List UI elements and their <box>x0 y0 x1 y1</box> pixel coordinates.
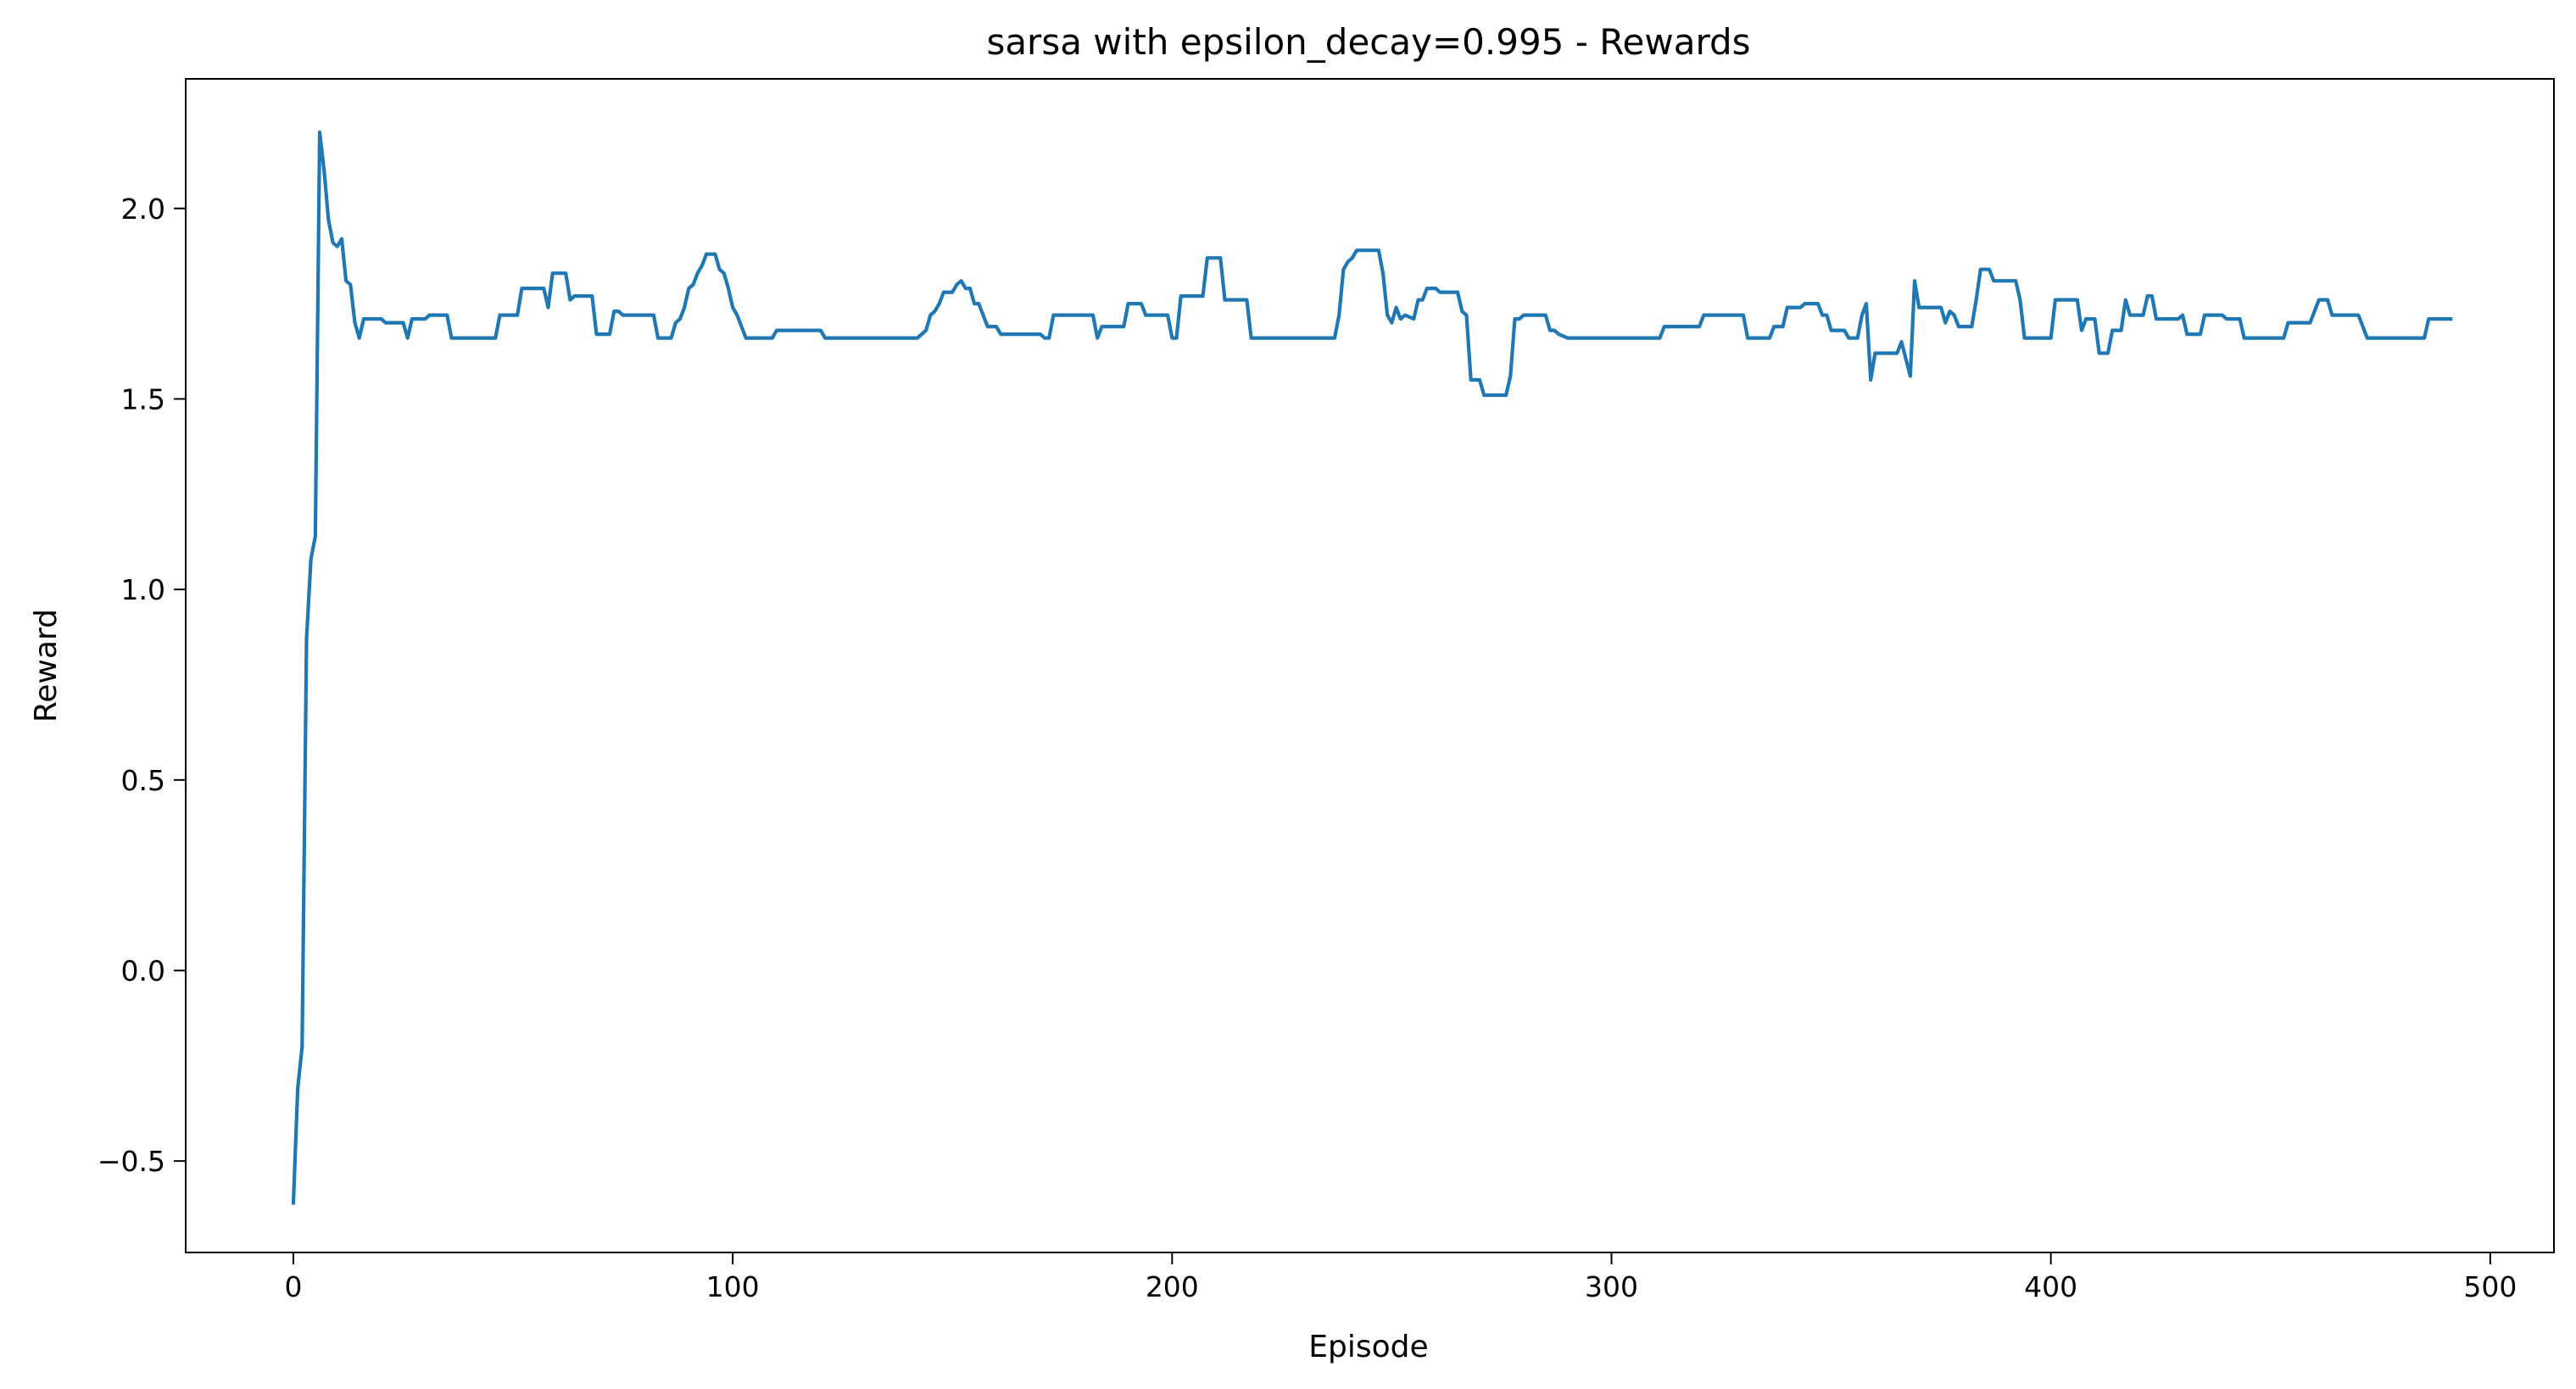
series-line-reward <box>291 130 2453 1205</box>
y-tick-label: −0.5 <box>98 1145 165 1178</box>
x-tick-label: 100 <box>706 1270 760 1303</box>
x-tick-label: 200 <box>1146 1270 1199 1303</box>
series-layer <box>291 130 2453 1205</box>
y-tick-label: 0.0 <box>121 954 165 987</box>
plot-area <box>186 79 2554 1252</box>
plot-frame <box>185 78 2555 1253</box>
x-tick-label: 400 <box>2024 1270 2077 1303</box>
x-tick-label: 0 <box>284 1270 302 1303</box>
y-tick-label: 1.5 <box>121 382 165 416</box>
y-tick-label: 0.5 <box>121 764 165 797</box>
y-axis-title: Reward <box>29 609 64 722</box>
chart-title: sarsa with epsilon_decay=0.995 - Rewards <box>986 21 1750 63</box>
x-axis-title: Episode <box>1308 1330 1428 1364</box>
y-tick-label: 2.0 <box>121 192 165 226</box>
x-tick-label: 300 <box>1585 1270 1638 1303</box>
x-tick-label: 500 <box>2463 1270 2517 1303</box>
x-axis-ticks: 0 100 200 300 400 500 <box>284 1252 2517 1303</box>
y-axis-ticks: −0.5 0.0 0.5 1.0 1.5 2.0 <box>98 192 186 1178</box>
y-tick-label: 1.0 <box>121 573 165 606</box>
